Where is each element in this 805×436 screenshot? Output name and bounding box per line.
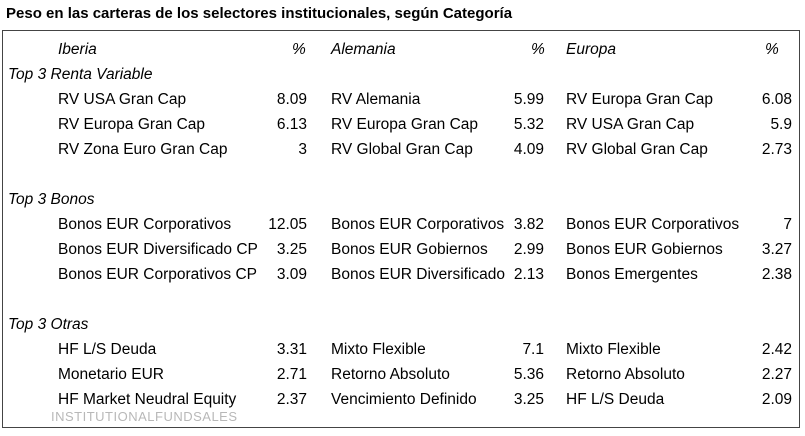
table-row: Monetario EUR 2.71 Retorno Absoluto 5.36… xyxy=(0,362,805,387)
europa-fund: RV Global Gran Cap xyxy=(566,141,708,158)
iberia-pct: 2.37 xyxy=(276,391,307,408)
table-row: RV Zona Euro Gran Cap 3 RV Global Gran C… xyxy=(0,137,805,162)
europa-fund: HF L/S Deuda xyxy=(566,391,665,408)
iberia-pct: 3.31 xyxy=(276,341,307,358)
alemania-pct: 3.82 xyxy=(513,216,544,233)
alemania-fund: RV Global Gran Cap xyxy=(331,141,473,158)
europa-fund: Bonos Emergentes xyxy=(566,266,698,283)
watermark-logo: INSTITUTIONALFUNDSALES xyxy=(51,409,238,424)
alemania-fund: Mixto Flexible xyxy=(331,341,426,358)
iberia-pct: 3 xyxy=(298,141,307,158)
section-header-otras: Top 3 Otras xyxy=(0,312,805,337)
table-row: Bonos EUR Corporativos CP 3.09 Bonos EUR… xyxy=(0,262,805,287)
iberia-fund: Monetario EUR xyxy=(58,366,164,383)
table-row: RV USA Gran Cap 8.09 RV Alemania 5.99 RV… xyxy=(0,87,805,112)
iberia-fund: Bonos EUR Corporativos xyxy=(58,216,232,233)
alemania-pct: 2.99 xyxy=(513,241,544,258)
europa-pct: 5.9 xyxy=(770,116,792,133)
header-pct-alemania: % xyxy=(531,41,545,58)
europa-fund: RV USA Gran Cap xyxy=(566,116,695,133)
table-title: Peso en las carteras de los selectores i… xyxy=(6,5,513,22)
europa-fund: RV Europa Gran Cap xyxy=(566,91,714,108)
iberia-pct: 3.09 xyxy=(276,266,307,283)
iberia-fund: RV USA Gran Cap xyxy=(58,91,187,108)
iberia-fund: HF Market Neudral Equity xyxy=(58,391,237,408)
alemania-fund: RV Alemania xyxy=(331,91,421,108)
alemania-fund: Retorno Absoluto xyxy=(331,366,450,383)
table-row: RV Europa Gran Cap 6.13 RV Europa Gran C… xyxy=(0,112,805,137)
table-row: HF L/S Deuda 3.31 Mixto Flexible 7.1 Mix… xyxy=(0,337,805,362)
section-label: Top 3 Renta Variable xyxy=(8,66,153,83)
iberia-pct: 3.25 xyxy=(276,241,307,258)
iberia-fund: RV Zona Euro Gran Cap xyxy=(58,141,228,158)
alemania-fund: Bonos EUR Gobiernos xyxy=(331,241,488,258)
europa-pct: 6.08 xyxy=(761,91,792,108)
alemania-fund: Vencimiento Definido xyxy=(331,391,477,408)
iberia-pct: 8.09 xyxy=(276,91,307,108)
alemania-pct: 2.13 xyxy=(513,266,544,283)
europa-fund: Retorno Absoluto xyxy=(566,366,685,383)
alemania-pct: 3.25 xyxy=(513,391,544,408)
alemania-pct: 5.99 xyxy=(513,91,544,108)
europa-pct: 3.27 xyxy=(761,241,792,258)
header-row: Iberia % Alemania % Europa % xyxy=(0,37,805,62)
header-pct-iberia: % xyxy=(292,41,306,58)
header-pct-europa: % xyxy=(765,41,779,58)
iberia-fund: Bonos EUR Corporativos CP xyxy=(58,266,257,283)
europa-pct: 7 xyxy=(783,216,792,233)
iberia-pct: 12.05 xyxy=(268,216,307,233)
section-header-bonos: Top 3 Bonos xyxy=(0,187,805,212)
header-iberia: Iberia xyxy=(58,41,97,58)
header-alemania: Alemania xyxy=(331,41,396,58)
section-header-renta-variable: Top 3 Renta Variable xyxy=(0,62,805,87)
iberia-pct: 2.71 xyxy=(276,366,307,383)
table-row: Bonos EUR Diversificado CP 3.25 Bonos EU… xyxy=(0,237,805,262)
iberia-fund: HF L/S Deuda xyxy=(58,341,157,358)
alemania-pct: 5.32 xyxy=(513,116,544,133)
europa-pct: 2.42 xyxy=(761,341,792,358)
alemania-fund: Bonos EUR Diversificado xyxy=(331,266,506,283)
alemania-fund: Bonos EUR Corporativos xyxy=(331,216,505,233)
europa-fund: Bonos EUR Gobiernos xyxy=(566,241,723,258)
table-row: Bonos EUR Corporativos 12.05 Bonos EUR C… xyxy=(0,212,805,237)
europa-pct: 2.73 xyxy=(761,141,792,158)
iberia-pct: 6.13 xyxy=(276,116,307,133)
alemania-pct: 7.1 xyxy=(522,341,544,358)
alemania-pct: 4.09 xyxy=(513,141,544,158)
alemania-fund: RV Europa Gran Cap xyxy=(331,116,479,133)
europa-pct: 2.09 xyxy=(761,391,792,408)
table-row: HF Market Neudral Equity 2.37 Vencimient… xyxy=(0,387,805,412)
europa-pct: 2.38 xyxy=(761,266,792,283)
alemania-pct: 5.36 xyxy=(513,366,544,383)
table-border xyxy=(2,30,800,428)
iberia-fund: RV Europa Gran Cap xyxy=(58,116,206,133)
iberia-fund: Bonos EUR Diversificado CP xyxy=(58,241,258,258)
header-europa: Europa xyxy=(566,41,616,58)
europa-fund: Bonos EUR Corporativos xyxy=(566,216,740,233)
europa-fund: Mixto Flexible xyxy=(566,341,661,358)
section-label: Top 3 Otras xyxy=(8,316,89,333)
europa-pct: 2.27 xyxy=(761,366,792,383)
section-label: Top 3 Bonos xyxy=(8,191,95,208)
